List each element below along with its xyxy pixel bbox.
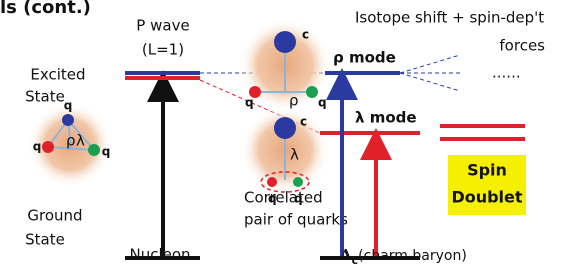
quark-label: q (318, 96, 327, 110)
baryon-name: (charm baryon) (358, 248, 467, 264)
quark (62, 114, 74, 126)
quark (267, 177, 277, 187)
title: ls (cont.) (0, 0, 91, 18)
quark (293, 177, 303, 187)
excited: State (25, 88, 65, 106)
doublet: Doublet (451, 188, 522, 207)
ground: Ground (27, 207, 82, 225)
baryon-symbol: Λ (339, 246, 352, 264)
quark-label: q (64, 99, 73, 113)
connector (400, 73, 460, 91)
baryon: Λc(charm baryon) (339, 246, 467, 267)
rho: ρ (66, 132, 76, 150)
quark (42, 141, 54, 153)
excited: Excited (30, 66, 85, 84)
diagram: ls (cont.) P wave (L=1) Excited State Gr… (0, 0, 562, 272)
dots: ...... (492, 64, 521, 82)
level-name: P wave (136, 17, 189, 35)
heavy-quark (274, 117, 296, 139)
quark (88, 144, 100, 156)
rho-mode: ρ mode (333, 49, 396, 67)
connector (400, 55, 460, 73)
level-l: (L=1) (142, 41, 184, 59)
caption: pair of quarks (244, 211, 348, 229)
heavy-label: c (302, 28, 309, 42)
note: Isotope shift + spin-dep't (355, 9, 544, 27)
lambda: λ (76, 132, 85, 150)
doublet: Spin (467, 161, 507, 180)
quark (306, 86, 318, 98)
quark-label: q (102, 145, 111, 159)
caption: Correlated (244, 189, 323, 207)
ground: State (25, 231, 65, 249)
note: forces (499, 37, 545, 55)
page: {"header": {"title": "ls (cont.)"}, "nuc… (0, 0, 562, 272)
lambda: λ (290, 146, 299, 164)
nucleon-label: Nucleon (129, 246, 190, 264)
quark-label: q (33, 140, 42, 154)
lambda-mode: λ mode (355, 109, 417, 127)
heavy-quark (274, 31, 296, 53)
heavy-label: c (300, 115, 307, 129)
quark-label: q (245, 96, 254, 110)
